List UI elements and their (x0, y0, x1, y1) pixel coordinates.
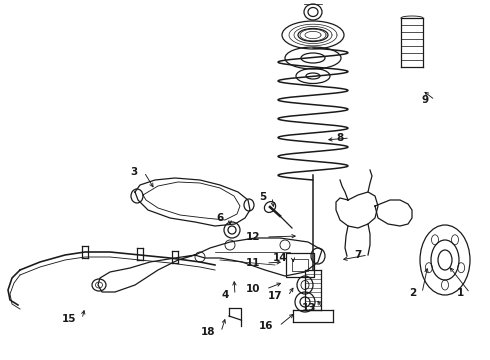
Text: 2: 2 (409, 288, 416, 298)
Text: 9: 9 (422, 95, 429, 105)
Text: 11: 11 (245, 258, 260, 268)
Text: 1: 1 (457, 288, 464, 298)
Text: 10: 10 (245, 284, 260, 294)
Text: 8: 8 (337, 133, 344, 143)
Text: 3: 3 (131, 167, 138, 177)
Text: 17: 17 (268, 291, 282, 301)
Text: 12: 12 (245, 232, 260, 242)
Text: 18: 18 (200, 327, 215, 337)
Text: 4: 4 (221, 290, 229, 300)
Text: 13: 13 (301, 303, 316, 313)
Text: 16: 16 (259, 321, 273, 331)
Text: 7: 7 (355, 250, 362, 260)
Text: 5: 5 (259, 192, 266, 202)
Text: 15: 15 (62, 314, 76, 324)
Text: 14: 14 (272, 253, 287, 263)
Text: 6: 6 (217, 213, 224, 223)
